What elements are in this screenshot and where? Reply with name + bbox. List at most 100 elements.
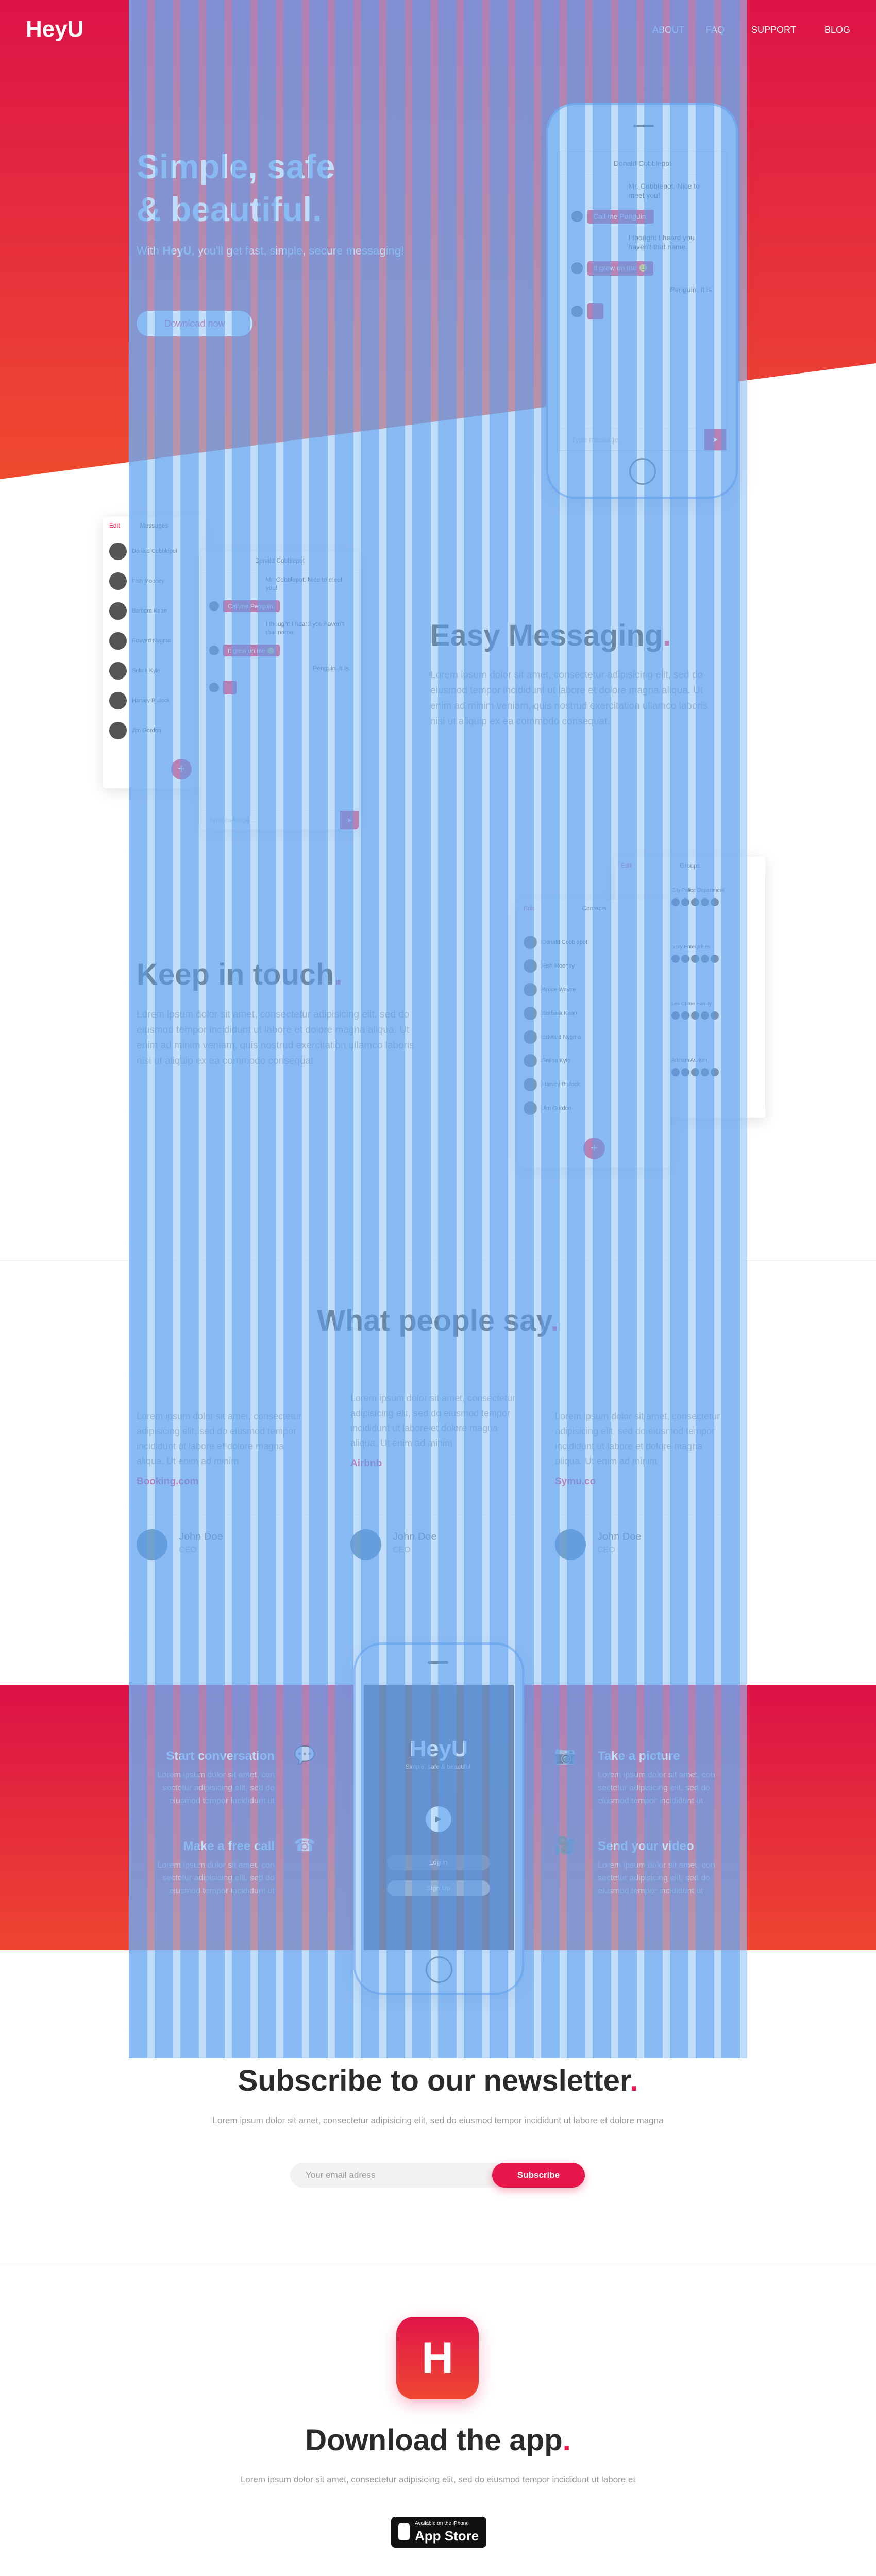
avatar — [691, 1011, 699, 1020]
contact-name: Donald Cobblepot — [542, 939, 588, 945]
home-button — [629, 458, 656, 485]
author-avatar — [350, 1529, 381, 1560]
message-in: Mr. Cobblepot. Nice to meet you! — [628, 182, 700, 200]
signup-button[interactable]: Sign Up — [387, 1880, 490, 1896]
section-body: Lorem ipsum dolor sit amet, consectetur … — [430, 670, 708, 727]
contact-name: Bruce Wayne — [542, 987, 576, 993]
title-dot: . — [550, 1304, 559, 1337]
title-text: Easy Messaging — [430, 619, 663, 652]
avatar — [701, 955, 709, 963]
avatar — [701, 898, 709, 906]
screen-title: Groups — [680, 862, 700, 869]
group-avatars — [671, 1011, 719, 1020]
nav-link[interactable]: SUPPORT — [751, 25, 796, 35]
chat-messages: Mr. Cobblepot. Nice to meet you! Call me … — [209, 576, 350, 694]
group-name: Arkham Asylum — [671, 1058, 707, 1063]
company: Symu.co — [555, 1476, 596, 1487]
login-field[interactable]: Log in — [387, 1855, 490, 1870]
typing-indicator — [587, 303, 603, 320]
avatar — [524, 959, 537, 973]
section-body: Lorem ipsum dolor sit amet, consectetur … — [137, 1009, 414, 1066]
download-button[interactable]: Download now — [137, 311, 252, 336]
title-dot: . — [562, 2424, 571, 2457]
chat-header: Donald Cobblepot — [559, 152, 726, 175]
feature-title: Start conversation — [166, 1749, 275, 1763]
group-avatars — [671, 955, 719, 963]
contact-row: Donald Cobblepot — [524, 936, 587, 949]
send-button[interactable]: ➤ — [704, 429, 726, 450]
author-name: John Doe — [597, 1531, 642, 1543]
message-out: It grew on me 😊 — [223, 644, 280, 657]
contact-name: Harvey Bullock — [132, 698, 170, 704]
nav-link[interactable]: FAQ — [706, 25, 725, 35]
email-input[interactable]: Your email adress — [290, 2163, 507, 2188]
avatar — [691, 898, 699, 906]
contact-row: Selina Kyle — [524, 1054, 587, 1067]
hero-phone: Donald Cobblepot Mr. Cobblepot. Nice to m… — [546, 103, 738, 499]
avatar — [209, 645, 220, 656]
chat-screen: Donald Cobblepot Mr. Cobblepot. Nice to m… — [201, 551, 359, 829]
edit-link[interactable]: Edit — [109, 522, 120, 529]
avatar — [109, 722, 127, 739]
nav-link[interactable]: BLOG — [824, 25, 851, 35]
avatar — [571, 306, 583, 317]
screen-title: Contacts — [582, 905, 607, 912]
group-avatars — [671, 1068, 719, 1076]
feature-text: Lorem ipsum dolor sit amet, con sectetur… — [598, 1771, 715, 1805]
hero-subtitle: With HeyU, you'll get fast, simple, secu… — [137, 244, 404, 258]
title-text: Keep in touch — [137, 958, 334, 991]
avatar — [571, 210, 583, 223]
message-out-row: It grew on me 😊 — [571, 261, 714, 276]
avatar — [524, 1078, 537, 1091]
contact-row: Barbara Kean — [524, 1007, 587, 1020]
testimonial-card: Lorem ipsum dolor sit amet, consectetur … — [350, 1391, 520, 1469]
contact-row: Fish Mooney — [524, 959, 587, 973]
avatar — [524, 1030, 537, 1044]
contact-row: Edward Nygma — [109, 632, 177, 650]
app-store-badge[interactable]: Available on the iPhone App Store — [391, 2517, 486, 2548]
nav-link[interactable]: ABOUT — [652, 25, 685, 35]
send-button[interactable]: ➤ — [340, 811, 359, 829]
fab[interactable]: + — [171, 759, 192, 779]
avatar — [671, 898, 680, 906]
contact-row: Donald Cobblepot — [109, 543, 177, 560]
avatar — [671, 1068, 680, 1076]
contact-row: Edward Nygma — [524, 1030, 587, 1044]
contact-row: Jim Gordon — [109, 722, 177, 739]
message-in: I thought I heard you haven't that name. — [265, 620, 344, 636]
logo: HeyU — [26, 16, 84, 42]
apple-icon — [398, 2523, 410, 2540]
avatar — [209, 682, 220, 692]
quote: Lorem ipsum dolor sit amet, consectetur … — [350, 1393, 516, 1448]
hero-title: & beautiful. — [137, 190, 322, 228]
app-icon: H — [396, 2317, 479, 2399]
section-title: Subscribe to our newsletter. — [0, 2063, 876, 2098]
contact-name: Edward Nygma — [132, 638, 171, 644]
avatar — [671, 955, 680, 963]
play-button[interactable]: ▶ — [426, 1806, 451, 1832]
fab[interactable]: + — [583, 1138, 605, 1159]
avatar — [109, 543, 127, 560]
contact-list: Donald Cobblepot Fish Mooney Bruce Wayne Ba… — [524, 936, 587, 1115]
subscribe-button[interactable]: Subscribe — [492, 2163, 585, 2188]
group-avatars — [671, 898, 719, 906]
feature-text: Lorem ipsum dolor sit amet, con sectetur… — [157, 1771, 275, 1805]
separator — [0, 1260, 876, 1261]
avatar — [681, 1068, 689, 1076]
avatar — [681, 898, 689, 906]
chat-input: Type message... — [559, 428, 703, 450]
feature-icon: 🎥 — [554, 1836, 576, 1855]
section-title: What people say. — [0, 1303, 876, 1338]
author-avatar — [555, 1529, 586, 1560]
avatar — [524, 936, 537, 949]
contacts-screen: Edit Contacts Donald Cobblepot Fish Mooney B… — [517, 900, 671, 1168]
title-text: Download the app — [305, 2424, 563, 2457]
avatar — [109, 572, 127, 590]
message-in: Penguin. It is. — [313, 664, 350, 672]
avatar — [711, 955, 719, 963]
avatar — [701, 1011, 709, 1020]
avatar — [524, 983, 537, 996]
contact-name: Barbara Kean — [542, 1010, 577, 1016]
app-logo: HeyU — [410, 1736, 468, 1761]
